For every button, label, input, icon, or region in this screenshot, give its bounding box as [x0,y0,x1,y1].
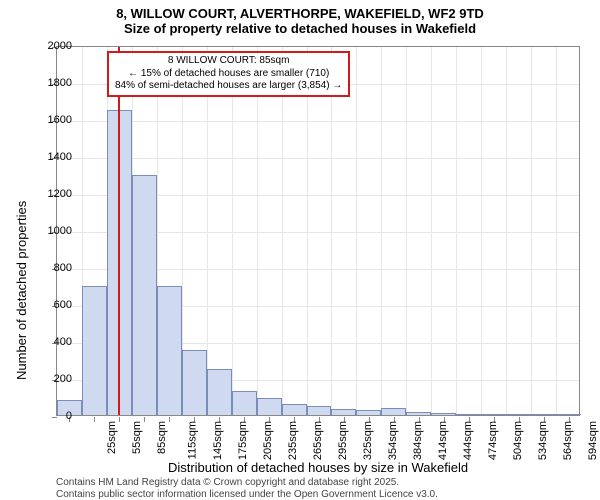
gridline-v [356,47,357,415]
y-tick-label: 1600 [32,114,72,126]
gridline-v [307,47,308,415]
histogram-bar [456,414,481,415]
annotation-line: ← 15% of detached houses are smaller (71… [115,68,342,81]
page-title-line2: Size of property relative to detached ho… [0,21,600,36]
gridline-v [282,47,283,415]
x-tick-label: 235sqm [287,421,299,460]
x-tick-label: 175sqm [237,421,249,460]
histogram-bar [356,410,381,415]
gridline-v [531,47,532,415]
histogram-bar [406,412,431,415]
gridline-v [456,47,457,415]
gridline-h [57,121,579,122]
x-tick-label: 325sqm [362,421,374,460]
y-tick-label: 1800 [32,77,72,89]
x-tick-label: 384sqm [412,421,424,460]
x-tick-label: 145sqm [212,421,224,460]
histogram-bar [82,286,107,416]
y-tick-label: 1200 [32,188,72,200]
gridline-v [506,47,507,415]
y-tick-label: 600 [32,299,72,311]
annotation-line: 84% of semi-detached houses are larger (… [115,80,342,93]
gridline-v [556,47,557,415]
y-tick-label: 1400 [32,151,72,163]
x-tick-label: 115sqm [187,421,199,459]
y-tick-label: 800 [32,262,72,274]
x-tick [94,417,95,422]
x-tick-label: 354sqm [387,421,399,460]
x-tick-label: 205sqm [262,421,274,460]
histogram-bar [307,406,332,415]
x-tick-label: 564sqm [562,421,574,460]
y-tick-label: 0 [32,410,72,422]
histogram-bar [556,414,581,415]
x-tick [169,417,170,422]
gridline-v [431,47,432,415]
x-tick-label: 55sqm [131,421,143,454]
histogram-bar [282,404,307,415]
histogram-chart: 8 WILLOW COURT: 85sqm← 15% of detached h… [56,46,580,416]
y-tick-label: 200 [32,373,72,385]
histogram-bar [182,350,207,415]
x-axis-title: Distribution of detached houses by size … [56,460,580,475]
y-tick-label: 1000 [32,225,72,237]
x-tick-label: 534sqm [537,421,549,460]
histogram-bar [431,413,456,415]
histogram-bar [157,286,182,416]
x-tick-label: 295sqm [337,421,349,460]
histogram-bar [331,409,356,415]
histogram-bar [232,391,257,415]
histogram-bar [381,408,406,415]
histogram-bar [132,175,157,416]
x-tick [144,417,145,422]
footer-line-1: Contains HM Land Registry data © Crown c… [56,477,399,488]
footer-line-2: Contains public sector information licen… [56,489,438,500]
histogram-bar [257,398,282,415]
y-tick-label: 2000 [32,40,72,52]
annotation-callout: 8 WILLOW COURT: 85sqm← 15% of detached h… [107,51,350,97]
x-tick-label: 85sqm [156,421,168,454]
histogram-bar [506,414,531,415]
y-axis-title: Number of detached properties [14,201,29,380]
x-tick-label: 414sqm [437,421,449,460]
histogram-bar [481,414,506,415]
gridline-v [481,47,482,415]
reference-marker-line [118,47,120,415]
x-tick-label: 265sqm [312,421,324,460]
x-tick-label: 25sqm [107,421,119,454]
x-tick-label: 444sqm [462,421,474,460]
gridline-v [232,47,233,415]
x-tick [119,417,120,422]
plot-area: 8 WILLOW COURT: 85sqm← 15% of detached h… [56,46,580,416]
gridline-v [207,47,208,415]
x-tick-label: 504sqm [512,421,524,460]
annotation-line: 8 WILLOW COURT: 85sqm [115,55,342,68]
gridline-v [381,47,382,415]
gridline-h [57,158,579,159]
histogram-bar [531,414,556,415]
x-tick-label: 594sqm [587,421,599,460]
gridline-v [406,47,407,415]
histogram-bar [207,369,232,415]
gridline-v [257,47,258,415]
x-tick-label: 474sqm [487,421,499,460]
gridline-v [331,47,332,415]
page-title-line1: 8, WILLOW COURT, ALVERTHORPE, WAKEFIELD,… [0,6,600,21]
y-tick-label: 400 [32,336,72,348]
